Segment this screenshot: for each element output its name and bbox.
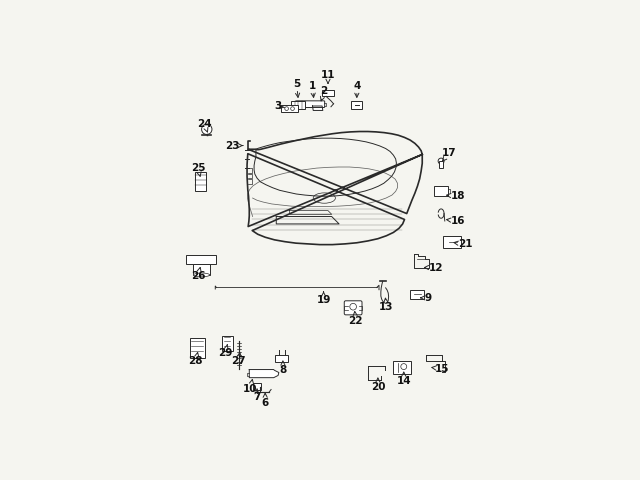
Text: 23: 23	[225, 141, 243, 151]
Text: 5: 5	[293, 79, 300, 97]
Text: 24: 24	[197, 119, 211, 132]
Text: 13: 13	[379, 298, 394, 312]
Text: 15: 15	[432, 364, 450, 374]
Bar	[410, 290, 424, 299]
Text: 8: 8	[279, 361, 287, 375]
Circle shape	[202, 124, 212, 134]
Text: 4: 4	[353, 81, 360, 97]
Bar	[434, 186, 448, 196]
Bar	[439, 161, 443, 168]
FancyBboxPatch shape	[296, 101, 324, 108]
Text: 10: 10	[243, 380, 258, 394]
Text: 19: 19	[316, 292, 331, 305]
Text: 29: 29	[218, 345, 232, 358]
Bar	[394, 360, 411, 374]
Polygon shape	[249, 370, 279, 378]
Text: 1: 1	[309, 81, 316, 97]
Text: 6: 6	[262, 393, 269, 408]
Bar	[190, 338, 205, 358]
Text: 20: 20	[371, 378, 385, 392]
Text: 25: 25	[191, 163, 205, 176]
Bar	[322, 90, 334, 96]
Text: 2: 2	[321, 86, 328, 101]
Text: 18: 18	[447, 191, 465, 201]
Bar	[275, 356, 289, 362]
Text: 9: 9	[420, 293, 431, 303]
Circle shape	[350, 303, 356, 310]
Text: 14: 14	[396, 372, 411, 386]
Circle shape	[291, 107, 294, 110]
Ellipse shape	[193, 273, 210, 277]
Bar	[253, 383, 262, 389]
Bar	[195, 172, 205, 191]
Text: 3: 3	[275, 101, 285, 111]
Bar	[282, 105, 298, 112]
Bar	[444, 237, 461, 248]
FancyBboxPatch shape	[344, 301, 362, 315]
Text: 16: 16	[447, 216, 465, 226]
Circle shape	[401, 364, 407, 370]
Circle shape	[285, 107, 289, 110]
Text: 12: 12	[424, 263, 443, 273]
Text: 7: 7	[253, 389, 260, 402]
Circle shape	[438, 158, 444, 164]
Bar	[186, 255, 216, 264]
Polygon shape	[312, 106, 323, 110]
Bar	[193, 264, 210, 275]
Text: 17: 17	[442, 148, 456, 161]
Text: 27: 27	[231, 352, 246, 366]
Text: 21: 21	[454, 239, 472, 249]
Bar	[221, 336, 233, 351]
Bar	[351, 101, 362, 108]
Text: 28: 28	[188, 352, 203, 366]
Text: 26: 26	[191, 267, 205, 281]
Text: 11: 11	[321, 70, 335, 84]
Bar	[291, 101, 305, 108]
Text: 22: 22	[348, 312, 363, 325]
